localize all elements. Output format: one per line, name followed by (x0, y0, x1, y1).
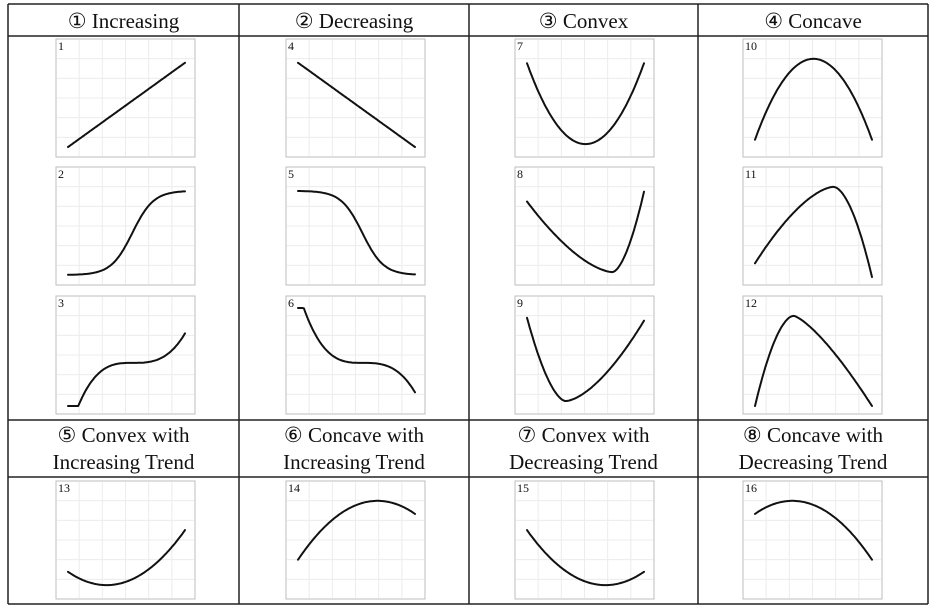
header-category-2: ② Decreasing (295, 9, 414, 33)
curve-linear-down (297, 61, 416, 148)
panel-number: 2 (58, 167, 64, 181)
panel-number: 8 (517, 167, 523, 181)
header-label-line-1: ⑥ Concave with (284, 423, 425, 447)
column-headers: ① Increasing ② Decreasing ③ Convex ④ Concav… (53, 9, 888, 474)
curve-linear-up (67, 61, 186, 148)
panel-number: 10 (745, 39, 757, 53)
panel-15: 15 (514, 480, 655, 600)
curve-concave-decreasing (754, 499, 873, 561)
panel-14: 14 (285, 480, 426, 600)
panel-12: 12 (742, 295, 883, 415)
panel-8: 8 (514, 166, 655, 286)
curve-concave-increasing (297, 499, 416, 561)
panel-2: 2 (55, 166, 196, 286)
panel-number: 13 (58, 481, 70, 495)
panel-number: 7 (517, 39, 523, 53)
header-category-3: ③ Convex (539, 9, 629, 33)
header-label: ③ Convex (539, 9, 629, 33)
header-label-line-2: Decreasing Trend (739, 450, 888, 474)
header-category-5: ⑤ Convex with Increasing Trend (53, 423, 195, 474)
panel-number: 1 (58, 39, 64, 53)
panel-number: 12 (745, 296, 757, 310)
panel-number: 16 (745, 481, 757, 495)
panel-6: 6 (285, 295, 426, 415)
header-label-line-1: ⑧ Concave with (743, 423, 884, 447)
header-category-4: ④ Concave (764, 9, 862, 33)
panel-number: 5 (288, 167, 294, 181)
header-label: ① Increasing (68, 9, 180, 33)
panel-5: 5 (285, 166, 426, 286)
curve-convex-increasing (67, 529, 186, 587)
header-label-line-1: ⑦ Convex with (518, 423, 650, 447)
curve-convex-decreasing (526, 529, 645, 587)
table-rules (7, 3, 929, 605)
header-category-8: ⑧ Concave with Decreasing Trend (739, 423, 888, 474)
curve-cap-max-left (754, 314, 873, 407)
curve-sigmoid-down (297, 190, 416, 276)
curve-cap-max-right (754, 185, 873, 278)
curve-sigmoid-up (67, 190, 186, 276)
panel-10: 10 (742, 38, 883, 158)
panel-number: 14 (288, 481, 300, 495)
curve-u-symmetric (526, 62, 645, 146)
header-label-line-1: ⑤ Convex with (58, 423, 190, 447)
panel-number: 9 (517, 296, 523, 310)
curve-cap-symmetric (754, 57, 873, 141)
header-label-line-2: Increasing Trend (53, 450, 195, 474)
panel-number: 6 (288, 296, 294, 310)
panel-1: 1 (55, 38, 196, 158)
header-label: ② Decreasing (295, 9, 414, 33)
panel-7: 7 (514, 38, 655, 158)
header-category-6: ⑥ Concave with Increasing Trend (283, 423, 425, 474)
curve-u-min-right (526, 190, 645, 274)
curve-cubic-down (297, 307, 416, 394)
panel-13: 13 (55, 480, 196, 600)
curve-cubic-up (67, 332, 186, 407)
panel-number: 11 (745, 167, 757, 181)
panel-3: 3 (55, 295, 196, 415)
panel-number: 4 (288, 39, 294, 53)
header-category-1: ① Increasing (68, 9, 180, 33)
header-label-line-2: Increasing Trend (283, 450, 425, 474)
header-label-line-2: Decreasing Trend (509, 450, 658, 474)
panel-number: 3 (58, 296, 64, 310)
header-category-7: ⑦ Convex with Decreasing Trend (509, 423, 658, 474)
header-label: ④ Concave (764, 9, 862, 33)
panel-16: 16 (742, 480, 883, 600)
curve-u-min-left (526, 316, 645, 402)
panel-9: 9 (514, 295, 655, 415)
panel-11: 11 (742, 166, 883, 286)
panel-number: 15 (517, 481, 529, 495)
panel-4: 4 (285, 38, 426, 158)
